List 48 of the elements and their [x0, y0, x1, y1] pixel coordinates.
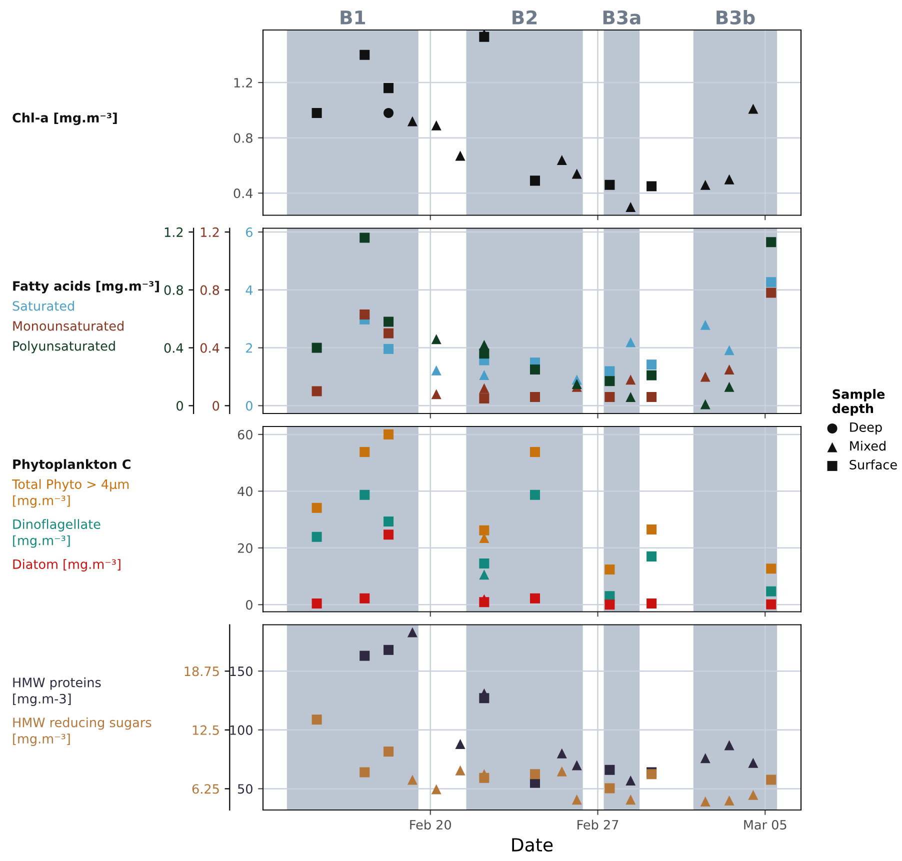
y-tick-label: 4: [246, 285, 253, 295]
text: Total Phyto > 4μm [mg.m⁻³]: [12, 479, 129, 508]
y3-tick-label: 0: [176, 401, 183, 411]
legend-label: Mixed: [850, 440, 886, 451]
legend-title: Sample depth: [832, 389, 885, 416]
band-label: B1: [340, 10, 366, 24]
legend-label: Deep: [850, 422, 882, 434]
y2-tick-label: 0.8: [200, 285, 220, 295]
y2-tick-label: 6.25: [192, 784, 219, 794]
y-tick-label: 2: [246, 343, 252, 353]
x-tick-label: Feb 20: [410, 820, 451, 830]
y2-tick-label: 1.2: [201, 227, 219, 237]
y-tick-label: 6: [246, 227, 252, 238]
text: Polyunsaturated: [13, 340, 115, 354]
y3-tick-label: 0.4: [164, 343, 184, 353]
y-tick-label: 20: [238, 543, 252, 553]
y-tick-label: 150: [230, 666, 252, 676]
y-tick-label: 0: [246, 401, 252, 411]
x-tick-label: Feb 27: [578, 820, 618, 830]
y-tick-label: 50: [238, 784, 252, 794]
text: Monounsaturated: [13, 320, 124, 331]
y3-tick-label: 0.8: [164, 285, 183, 295]
y2-tick-label: 0: [212, 401, 220, 411]
text: Dinoflagellate [mg.m⁻³]: [13, 519, 100, 548]
y-tick-label: 0: [246, 600, 252, 610]
text: Diatom [mg.m⁻³]: [13, 559, 120, 572]
y-tick-label: 40: [238, 486, 252, 496]
y3-tick-label: 1.2: [164, 227, 183, 237]
x-tick-label: Mar 05: [744, 820, 786, 830]
y-tick-label: 0.4: [234, 188, 253, 198]
x-axis-title: Date: [512, 838, 553, 852]
y2-tick-label: 12.5: [192, 725, 219, 735]
y2-tick-label: 0.4: [200, 343, 220, 353]
text: Fatty acids [mg.m⁻³]: [13, 280, 159, 294]
y-axis-title: Phytoplankton C: [13, 459, 130, 472]
band-label: B3b: [716, 10, 755, 25]
band-label: B3a: [603, 10, 640, 25]
y-tick-label: 100: [230, 725, 252, 735]
y-axis-title: Chl-a [mg.m⁻³]: [12, 112, 117, 126]
text: HMW reducing sugars [mg.m⁻³]: [13, 717, 152, 746]
legend-label: Surface: [850, 460, 897, 470]
y-tick-label: 60: [238, 430, 252, 440]
text: HMW proteins [mg.m-3]: [13, 677, 101, 706]
y2-tick-label: 18.75: [184, 666, 219, 676]
text: Saturated: [12, 300, 74, 311]
y-tick-label: 1.2: [234, 78, 252, 88]
y-tick-label: 0.8: [234, 133, 252, 143]
band-label: B2: [512, 10, 537, 24]
